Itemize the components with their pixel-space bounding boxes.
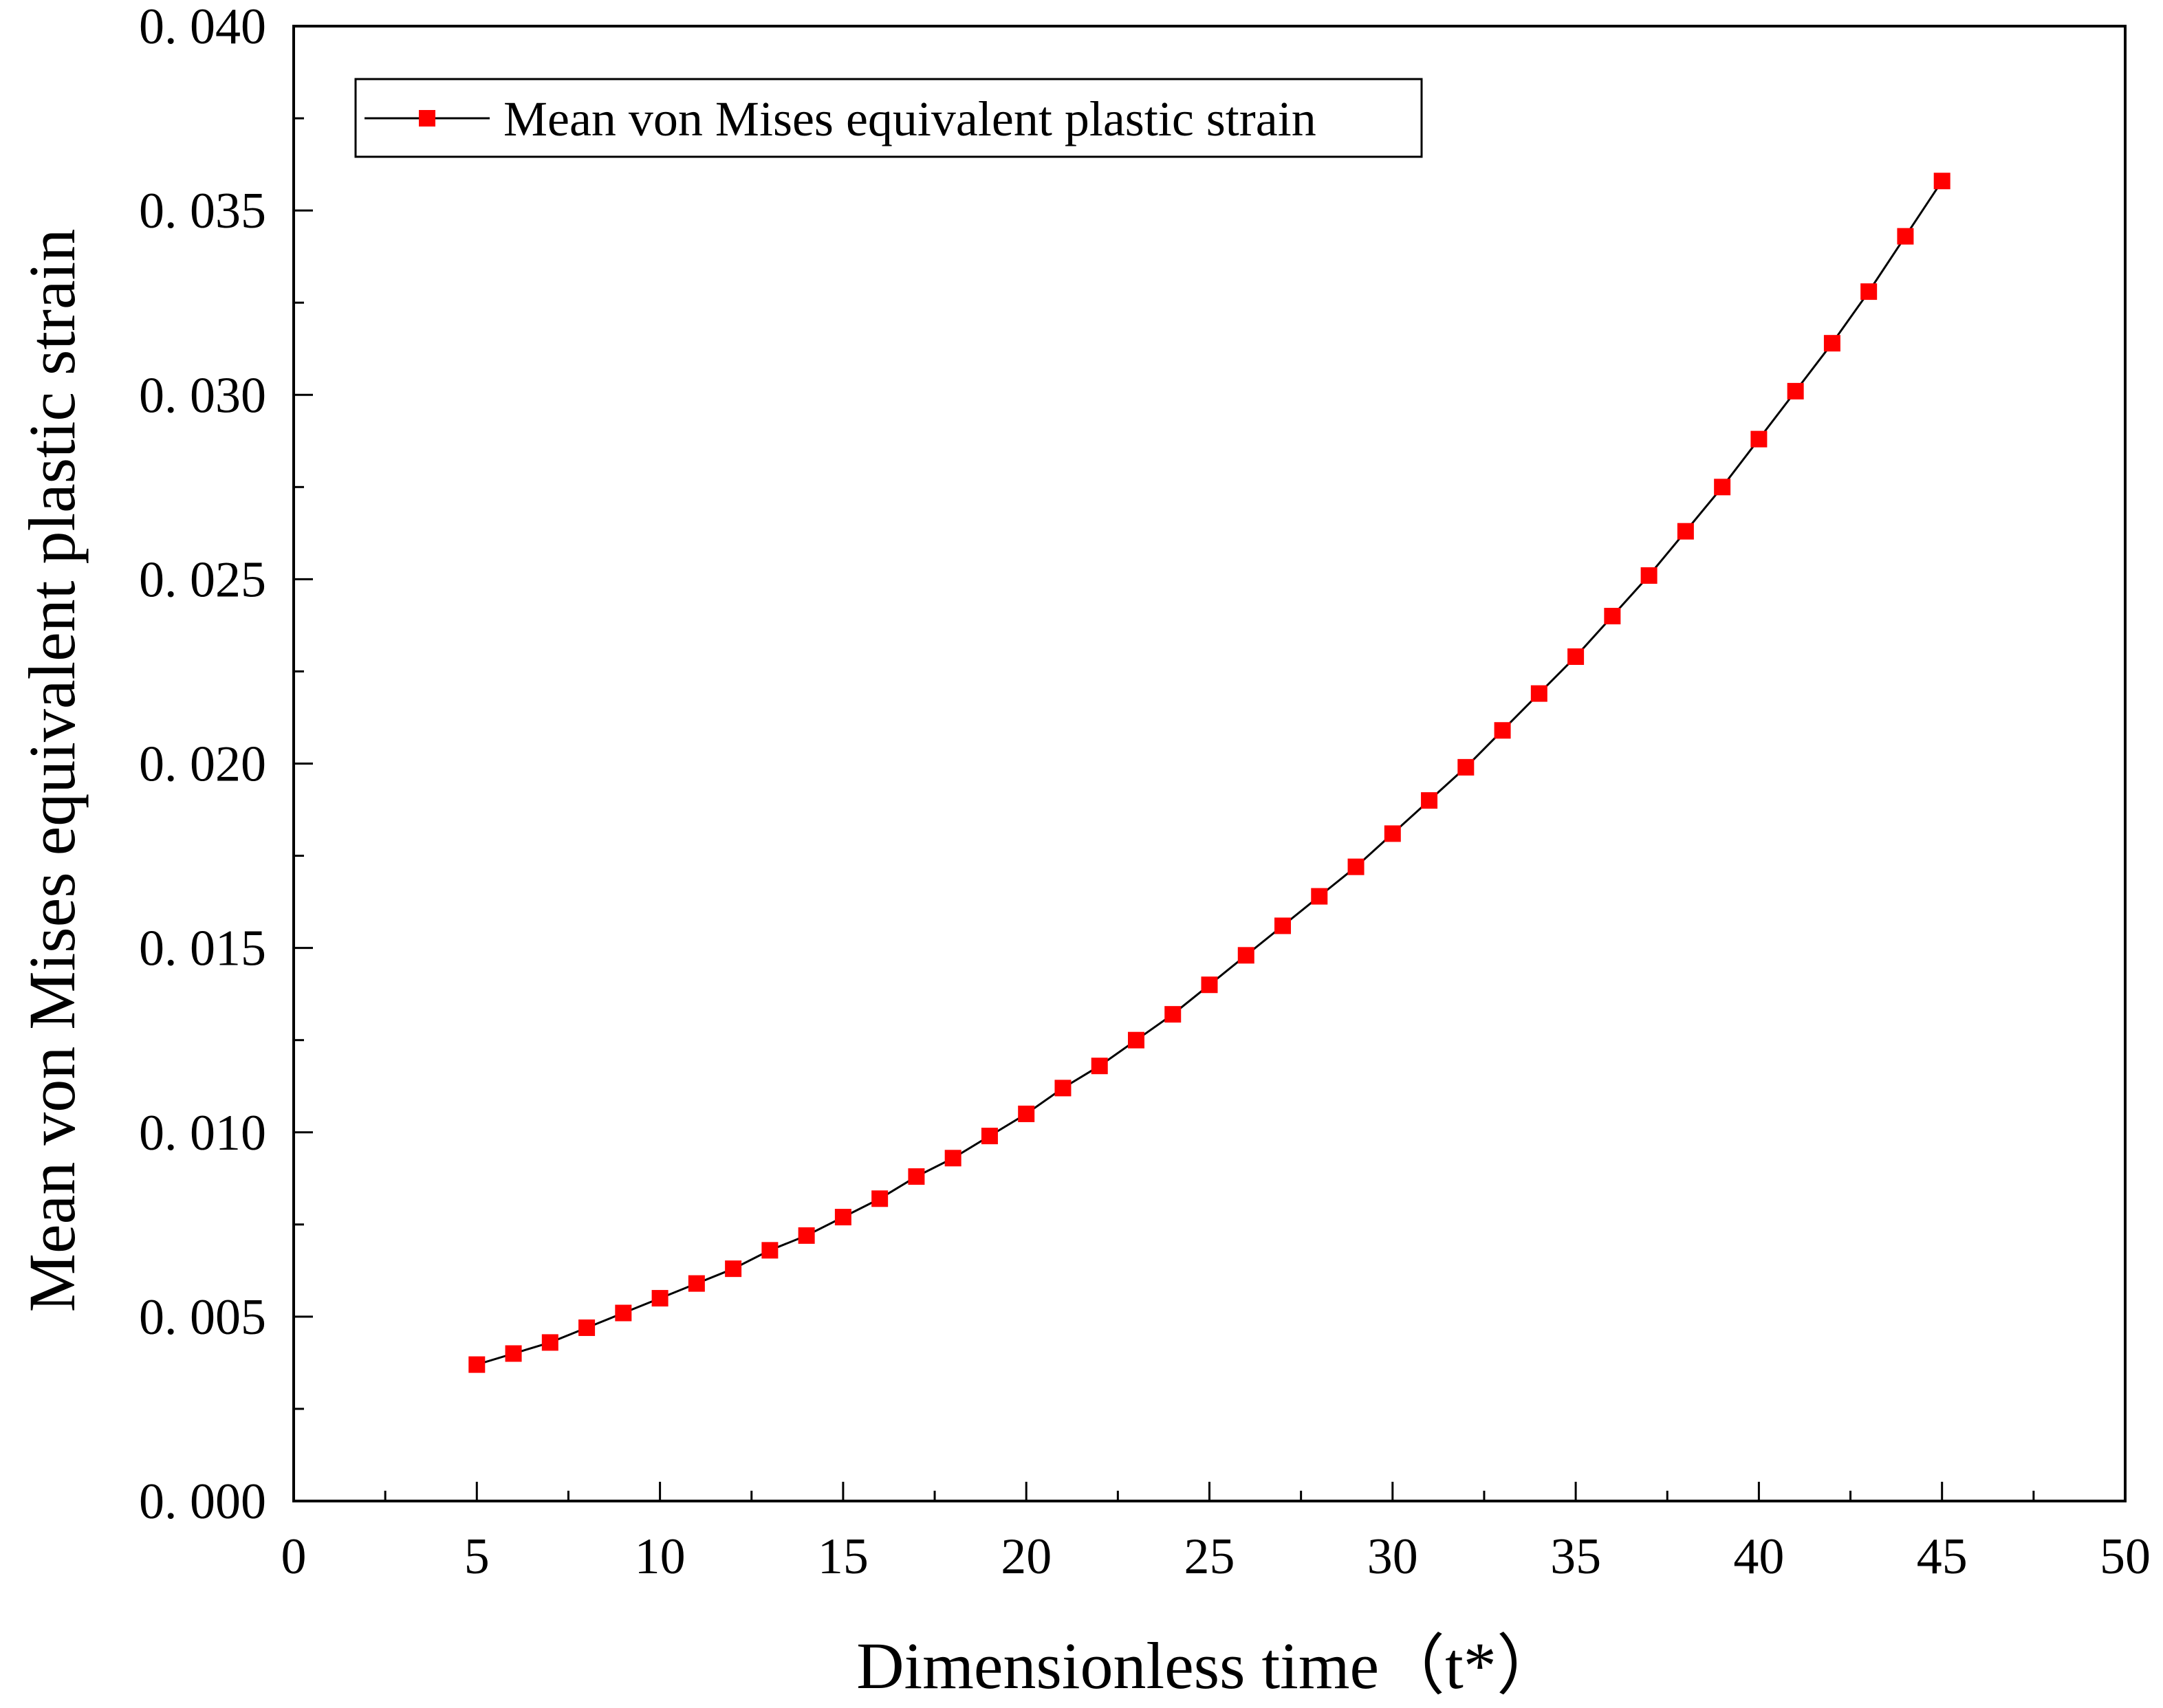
data-point [688,1275,705,1292]
x-tick-label: 20 [1001,1529,1052,1585]
legend-label: Mean von Mises equivalent plastic strain [503,91,1316,146]
y-tick-label: 0. 035 [139,183,266,239]
data-point [1311,888,1328,905]
data-point [1677,523,1694,540]
axes: 0 5 10 15 20 25 30 35 40 45 50 0. 000 0. 005 0. 010 0.… [139,0,2151,1585]
data-point [1567,648,1585,665]
data-point [1860,283,1878,300]
data-point [981,1128,998,1145]
y-axis-title: Mean von Mises equivalent plastic strain [15,229,89,1313]
data-point [1274,917,1292,934]
y-tick-label: 0. 030 [139,367,266,424]
x-tick-label: 50 [2100,1529,2151,1585]
data-point [1091,1058,1108,1075]
legend-box [354,78,1423,158]
x-tick-label: 0 [281,1529,307,1585]
data-point [651,1290,669,1307]
data-point [1640,567,1657,584]
data-point [1933,173,1950,190]
data-point [1604,608,1621,624]
x-tick-label: 40 [1733,1529,1784,1585]
x-tick-label: 5 [464,1529,490,1585]
x-tick-label: 15 [818,1529,869,1585]
data-point [1347,858,1365,875]
y-tick-label: 0. 000 [139,1474,266,1530]
data-point [1018,1105,1035,1122]
data-point [1750,430,1768,448]
data-point [1823,335,1840,352]
data-point [1457,758,1475,776]
series-layer [468,173,1950,1373]
y-tick-label: 0. 040 [139,0,266,55]
data-point [798,1227,815,1244]
y-tick-label: 0. 005 [139,1289,266,1346]
data-point [1897,228,1914,245]
y-tick-label: 0. 015 [139,921,266,977]
data-point [1127,1031,1144,1049]
data-point [725,1260,742,1278]
data-point [1714,479,1731,496]
x-tick-label: 45 [1917,1529,1968,1585]
data-point [1787,382,1804,399]
x-axis-title: Dimensionless time（t*） [856,1629,1563,1702]
data-point [505,1345,522,1362]
y-tick-label: 0. 025 [139,551,266,608]
y-tick-label: 0. 020 [139,736,266,793]
data-point [1164,1006,1182,1023]
data-point [944,1150,961,1167]
data-point [541,1334,558,1351]
data-point [1054,1080,1072,1097]
data-point [1421,792,1438,809]
data-point [1530,685,1547,702]
data-point [1494,722,1511,739]
legend-marker-swatch [419,110,435,127]
data-point [468,1356,486,1373]
data-point [1237,947,1254,964]
data-point [615,1304,632,1322]
x-tick-label: 35 [1550,1529,1601,1585]
x-tick-label: 25 [1184,1529,1235,1585]
data-point [761,1242,779,1259]
data-point [578,1319,596,1336]
data-point [871,1190,889,1207]
legend: Mean von Mises equivalent plastic strain [354,78,1423,158]
x-tick-label: 10 [635,1529,686,1585]
y-tick-label: 0. 010 [139,1105,266,1161]
data-point [834,1209,851,1226]
x-tick-label: 30 [1367,1529,1418,1585]
data-point [908,1168,925,1185]
data-point [1384,825,1401,842]
data-point [1201,976,1218,994]
